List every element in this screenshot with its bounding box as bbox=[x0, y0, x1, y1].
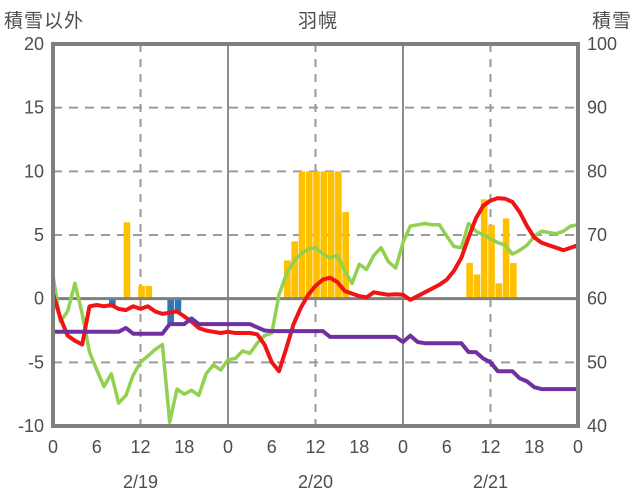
orange-bars-bar bbox=[473, 274, 481, 299]
left-axis-tick-label: 0 bbox=[34, 289, 44, 309]
orange-bars-bar bbox=[327, 171, 335, 299]
right-axis-tick-label: 90 bbox=[587, 98, 607, 118]
orange-bars bbox=[123, 171, 517, 299]
left-axis-title: 積雪以外 bbox=[4, 11, 85, 32]
left-axis-tick-label: 15 bbox=[24, 98, 44, 118]
left-axis-tick-label: 10 bbox=[24, 161, 44, 181]
right-axis-tick-label: 70 bbox=[587, 225, 607, 245]
day-label: 2/19 bbox=[123, 472, 158, 492]
orange-bars-bar bbox=[284, 260, 291, 299]
orange-bars-bar bbox=[335, 171, 342, 299]
right-axis-tick-label: 60 bbox=[587, 289, 607, 309]
hour-tick-label: 0 bbox=[223, 437, 233, 457]
hour-tick-label: 6 bbox=[267, 437, 277, 457]
right-axis-tick-label: 40 bbox=[587, 416, 607, 436]
left-axis-tick-labels: 20 15 10 5 0 -5 -10 bbox=[18, 34, 44, 436]
right-axis-tick-label: 80 bbox=[587, 161, 607, 181]
hour-tick-label: 12 bbox=[305, 437, 325, 457]
green-line bbox=[51, 221, 580, 424]
hour-tick-label: 18 bbox=[524, 437, 544, 457]
left-axis-tick-label: 5 bbox=[34, 225, 44, 245]
left-axis-tick-label: -10 bbox=[18, 416, 44, 436]
orange-bars-bar bbox=[298, 171, 306, 299]
hour-tick-label: 6 bbox=[442, 437, 452, 457]
orange-bars-bar bbox=[502, 218, 510, 299]
orange-bars-bar bbox=[313, 171, 320, 299]
x-axis-day-labels: 2/19 2/20 2/21 bbox=[123, 472, 508, 492]
hour-tick-label: 0 bbox=[398, 437, 408, 457]
orange-bars-bar bbox=[123, 222, 131, 299]
orange-bars-bar bbox=[342, 212, 349, 299]
right-axis-tick-label: 50 bbox=[587, 352, 607, 372]
orange-bars-bar bbox=[145, 285, 153, 299]
blue-bars-bar bbox=[174, 298, 182, 312]
chart-title: 羽幌 bbox=[297, 11, 338, 32]
hour-tick-label: 12 bbox=[130, 437, 150, 457]
hour-tick-label: 12 bbox=[480, 437, 500, 457]
orange-bars-bar bbox=[488, 224, 495, 299]
hour-tick-label: 18 bbox=[174, 437, 194, 457]
x-axis-hour-labels: 0 6 12 18 0 6 12 18 0 6 12 18 0 bbox=[48, 437, 583, 457]
hour-tick-label: 18 bbox=[349, 437, 369, 457]
blue-bars-bar bbox=[109, 298, 116, 308]
orange-bars-bar bbox=[466, 263, 473, 299]
hour-tick-label: 0 bbox=[573, 437, 583, 457]
plot-frame bbox=[51, 42, 580, 428]
day-label: 2/21 bbox=[473, 472, 508, 492]
orange-bars-bar bbox=[480, 199, 488, 299]
right-axis-tick-label: 100 bbox=[587, 34, 617, 54]
red-line bbox=[51, 196, 580, 374]
purple-line bbox=[51, 316, 580, 392]
orange-bars-bar bbox=[305, 171, 313, 299]
orange-bars-bar bbox=[138, 285, 145, 299]
orange-bars-bar bbox=[510, 263, 517, 299]
right-axis-title: 積雪 bbox=[591, 11, 632, 32]
left-axis-tick-label: 20 bbox=[24, 34, 44, 54]
orange-bars-bar bbox=[291, 241, 298, 299]
right-axis-tick-labels: 100 90 80 70 60 50 40 bbox=[587, 34, 617, 436]
day-label: 2/20 bbox=[298, 472, 333, 492]
orange-bars-bar bbox=[320, 171, 328, 299]
orange-bars-bar bbox=[495, 283, 503, 299]
hour-tick-label: 0 bbox=[48, 437, 58, 457]
hour-tick-label: 6 bbox=[92, 437, 102, 457]
left-axis-tick-label: -5 bbox=[28, 352, 44, 372]
